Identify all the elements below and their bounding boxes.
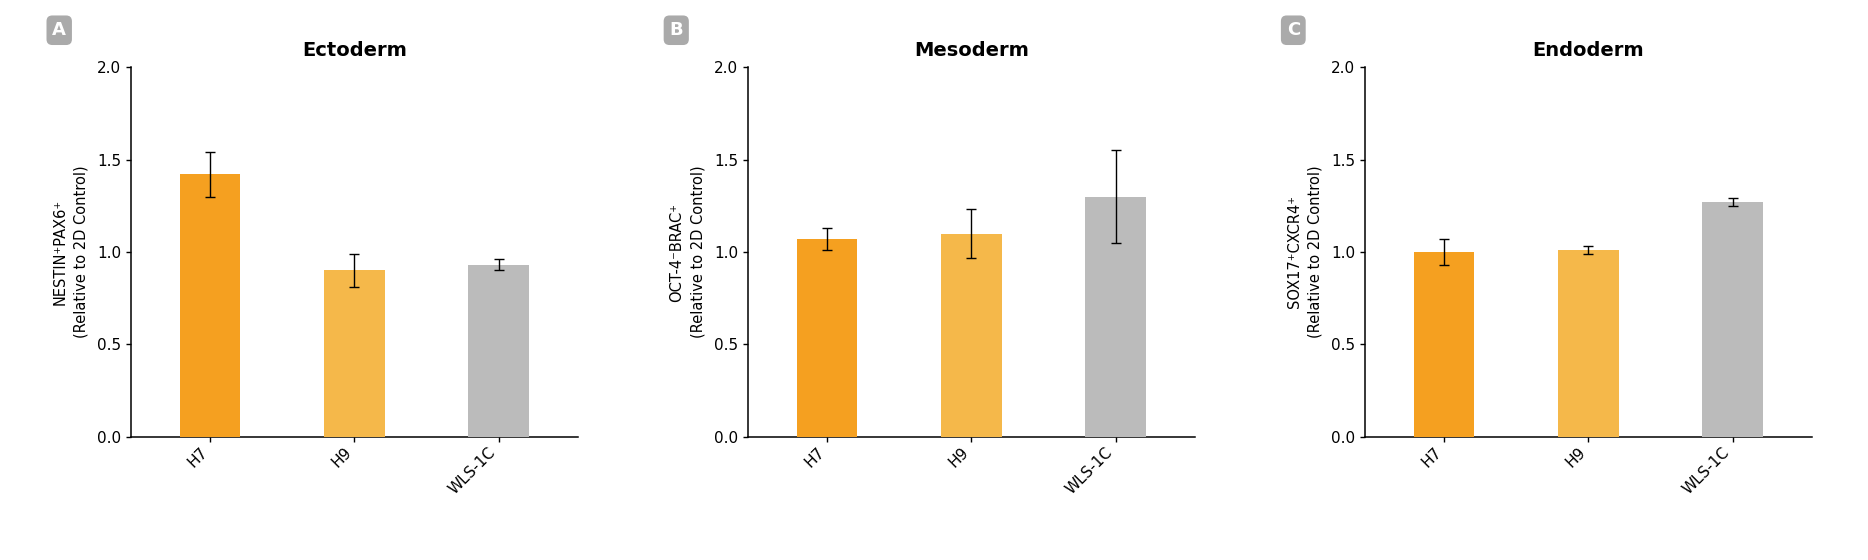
Y-axis label: SOX17⁺CXCR4⁺
(Relative to 2D Control): SOX17⁺CXCR4⁺ (Relative to 2D Control) xyxy=(1287,166,1323,338)
Y-axis label: NESTIN⁺PAX6⁺
(Relative to 2D Control): NESTIN⁺PAX6⁺ (Relative to 2D Control) xyxy=(52,166,88,338)
Title: Mesoderm: Mesoderm xyxy=(913,41,1029,60)
Title: Ectoderm: Ectoderm xyxy=(303,41,407,60)
Title: Endoderm: Endoderm xyxy=(1532,41,1644,60)
Bar xyxy=(1702,202,1763,437)
Y-axis label: OCT-4⁻BRAC⁺
(Relative to 2D Control): OCT-4⁻BRAC⁺ (Relative to 2D Control) xyxy=(669,166,706,338)
Bar xyxy=(941,234,1001,437)
Bar xyxy=(1414,252,1474,437)
Bar xyxy=(1085,197,1145,437)
Text: B: B xyxy=(669,21,684,39)
Bar xyxy=(179,174,241,437)
Bar xyxy=(798,239,857,437)
Bar xyxy=(1558,250,1620,437)
Bar xyxy=(469,265,529,437)
Text: A: A xyxy=(52,21,65,39)
Bar xyxy=(323,270,385,437)
Text: C: C xyxy=(1287,21,1300,39)
